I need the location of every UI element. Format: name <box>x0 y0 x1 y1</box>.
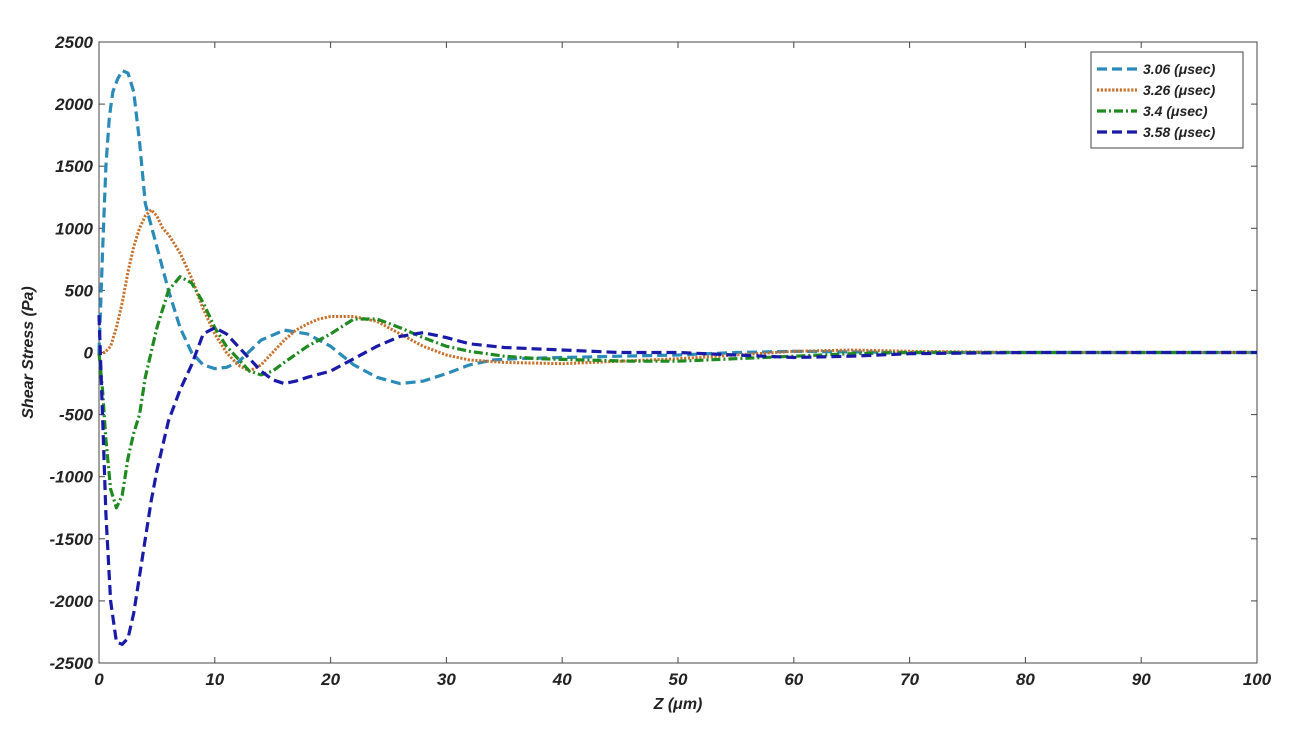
y-tick-label: 1500 <box>55 157 93 176</box>
x-tick-label: 50 <box>669 670 688 689</box>
series-line-4 <box>97 315 1257 646</box>
x-tick-label: 20 <box>320 670 340 689</box>
x-tick-label: 80 <box>1016 670 1035 689</box>
x-tick-label: 0 <box>94 670 104 689</box>
x-tick-label: 100 <box>1243 670 1272 689</box>
y-tick-label: -1000 <box>50 468 94 487</box>
y-tick-label: -500 <box>59 406 94 425</box>
x-tick-label: 40 <box>552 670 572 689</box>
x-tick-label: 10 <box>205 670 224 689</box>
y-tick-label: -2000 <box>50 592 94 611</box>
y-tick-label: -2500 <box>50 654 94 673</box>
y-axis-label: Shear Stress (Pa) <box>20 286 37 419</box>
ticks-layer: 0 10 20 30 40 50 60 70 80 90 100 2500 2000 1500 1000 50… <box>50 33 1272 689</box>
x-axis-label: Z (μm) <box>653 696 703 713</box>
y-tick-label: 2500 <box>54 33 93 52</box>
legend-entry-2: 3.26 (μsec) <box>1143 82 1216 98</box>
y-tick-label: 2000 <box>54 95 93 114</box>
x-tick-label: 90 <box>1132 670 1151 689</box>
y-tick-label: 0 <box>84 344 94 363</box>
x-tick-label: 30 <box>437 670 456 689</box>
series-line-1 <box>97 69 1257 386</box>
legend-entry-1: 3.06 (μsec) <box>1143 61 1216 77</box>
series-line-2 <box>99 208 1257 373</box>
legend: 3.06 (μsec) 3.26 (μsec) 3.4 (μsec) 3.58 (μs… <box>1090 51 1244 149</box>
x-tick-label: 70 <box>900 670 919 689</box>
legend-entry-3: 3.4 (μsec) <box>1143 103 1208 119</box>
series-line-3 <box>97 275 1257 510</box>
series-layer <box>97 69 1257 646</box>
x-tick-label: 60 <box>784 670 803 689</box>
y-tick-label: 500 <box>65 281 94 300</box>
legend-entry-4: 3.58 (μsec) <box>1143 124 1216 140</box>
y-tick-label: -1500 <box>50 530 94 549</box>
y-tick-label: 1000 <box>55 219 93 238</box>
